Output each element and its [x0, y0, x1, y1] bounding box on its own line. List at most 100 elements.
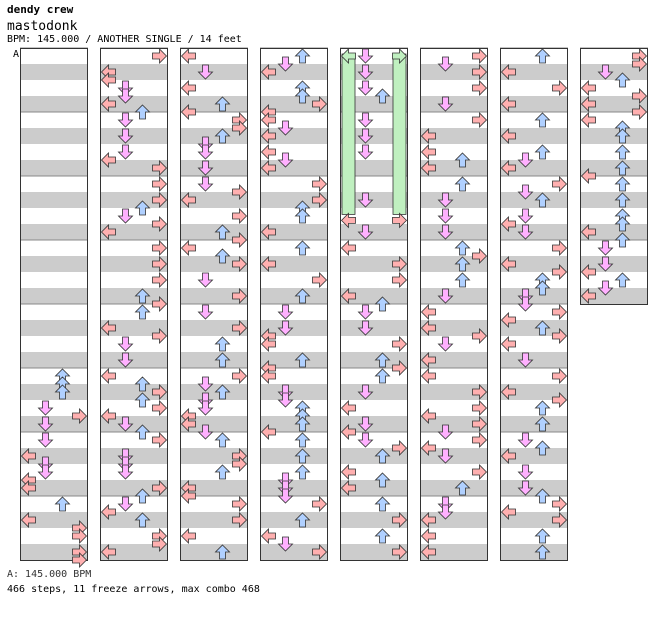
beat-stripe: [100, 448, 168, 464]
right-freeze-tail-icon: [392, 212, 408, 229]
beat-stripe: [580, 160, 648, 176]
up-arrow-icon: [214, 248, 231, 264]
left-arrow-icon: [420, 320, 436, 336]
beat-stripe: [180, 304, 248, 320]
right-arrow-icon: [232, 456, 248, 472]
beat-stripe: [20, 64, 88, 80]
beat-stripe: [180, 320, 248, 336]
left-arrow-icon: [260, 64, 276, 80]
beat-stripe: [20, 272, 88, 288]
right-arrow-icon: [152, 176, 168, 192]
beat-stripe: [180, 336, 248, 352]
right-arrow-icon: [632, 88, 648, 104]
down-arrow-icon: [277, 320, 294, 336]
beat-stripe: [340, 384, 408, 400]
beat-stripe: [500, 400, 568, 416]
right-arrow-icon: [552, 264, 568, 280]
up-arrow-icon: [214, 336, 231, 352]
song-title: mastodonk: [7, 19, 78, 34]
up-arrow-icon: [214, 384, 231, 400]
beat-stripe: [340, 320, 408, 336]
left-arrow-icon: [180, 528, 196, 544]
beat-stripe: [100, 128, 168, 144]
up-arrow-icon: [534, 144, 551, 160]
down-arrow-icon: [437, 504, 454, 520]
beat-stripe: [500, 96, 568, 112]
beat-stripe: [20, 80, 88, 96]
down-arrow-icon: [197, 136, 214, 152]
down-arrow-icon: [437, 192, 454, 208]
down-arrow-icon: [357, 64, 374, 80]
measure-column: [100, 48, 168, 561]
right-arrow-icon: [232, 288, 248, 304]
left-arrow-icon: [180, 240, 196, 256]
beat-stripe: [20, 544, 88, 560]
beat-stripe: [20, 448, 88, 464]
beat-stripe: [180, 448, 248, 464]
up-arrow-icon: [294, 48, 311, 64]
right-arrow-icon: [552, 368, 568, 384]
right-arrow-icon: [552, 176, 568, 192]
beat-stripe: [580, 96, 648, 112]
beat-stripe: [180, 160, 248, 176]
up-arrow-icon: [534, 440, 551, 456]
artist-name: dendy crew: [7, 3, 74, 16]
beat-stripe: [20, 304, 88, 320]
left-arrow-icon: [420, 528, 436, 544]
left-arrow-icon: [180, 80, 196, 96]
left-arrow-icon: [100, 368, 116, 384]
down-arrow-icon: [117, 112, 134, 128]
beat-stripe: [340, 512, 408, 528]
up-arrow-icon: [214, 352, 231, 368]
bpm-summary: A: 145.000 BPM: [7, 569, 92, 580]
up-arrow-icon: [374, 88, 391, 104]
step-stats: 466 steps, 11 freeze arrows, max combo 4…: [7, 584, 260, 595]
freeze-arrow-body: [341, 53, 356, 215]
right-arrow-icon: [472, 384, 488, 400]
down-arrow-icon: [437, 336, 454, 352]
beat-stripe: [100, 400, 168, 416]
down-arrow-icon: [517, 432, 534, 448]
down-arrow-icon: [117, 464, 134, 480]
up-arrow-icon: [214, 544, 231, 560]
beat-stripe: [340, 80, 408, 96]
up-arrow-icon: [614, 216, 631, 232]
right-arrow-icon: [72, 408, 88, 424]
down-arrow-icon: [357, 304, 374, 320]
down-arrow-icon: [517, 296, 534, 312]
beat-stripe: [500, 496, 568, 512]
left-arrow-icon: [420, 352, 436, 368]
left-arrow-icon: [180, 192, 196, 208]
down-arrow-icon: [517, 288, 534, 304]
beat-stripe: [500, 256, 568, 272]
right-arrow-icon: [152, 240, 168, 256]
up-arrow-icon: [614, 128, 631, 144]
beat-stripe: [420, 432, 488, 448]
beat-stripe: [180, 528, 248, 544]
down-arrow-icon: [277, 152, 294, 168]
right-arrow-icon: [152, 296, 168, 312]
right-arrow-icon: [152, 384, 168, 400]
down-arrow-icon: [197, 304, 214, 320]
beat-stripe: [420, 400, 488, 416]
down-arrow-icon: [597, 64, 614, 80]
beat-stripe: [100, 480, 168, 496]
beat-stripe: [100, 64, 168, 80]
beat-stripe: [500, 352, 568, 368]
beat-stripe: [580, 64, 648, 80]
beat-stripe: [20, 464, 88, 480]
left-arrow-icon: [580, 288, 596, 304]
beat-stripe: [260, 208, 328, 224]
beat-stripe: [100, 208, 168, 224]
up-arrow-icon: [374, 352, 391, 368]
left-arrow-icon: [580, 96, 596, 112]
beat-stripe: [500, 384, 568, 400]
up-arrow-icon: [534, 48, 551, 64]
beat-stripe: [580, 240, 648, 256]
up-arrow-icon: [374, 472, 391, 488]
right-arrow-icon: [152, 432, 168, 448]
beat-stripe: [420, 192, 488, 208]
left-arrow-icon: [260, 336, 276, 352]
beat-stripe: [500, 544, 568, 560]
